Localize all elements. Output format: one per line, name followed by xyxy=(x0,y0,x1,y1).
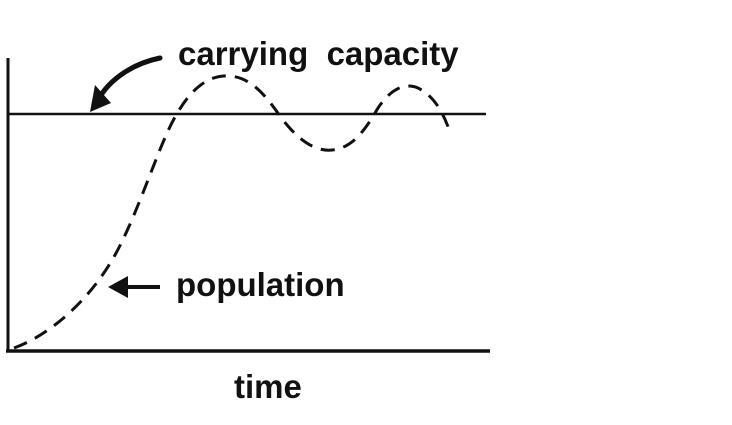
carrying-capacity-arrowhead xyxy=(90,85,111,112)
x-axis-label: time xyxy=(234,368,302,405)
carrying-capacity-arrow-shaft xyxy=(95,55,163,103)
population-curve xyxy=(13,74,452,350)
population-label: population xyxy=(176,266,345,303)
population-arrowhead xyxy=(108,276,128,298)
carrying-capacity-label: carrying capacity xyxy=(178,35,459,72)
